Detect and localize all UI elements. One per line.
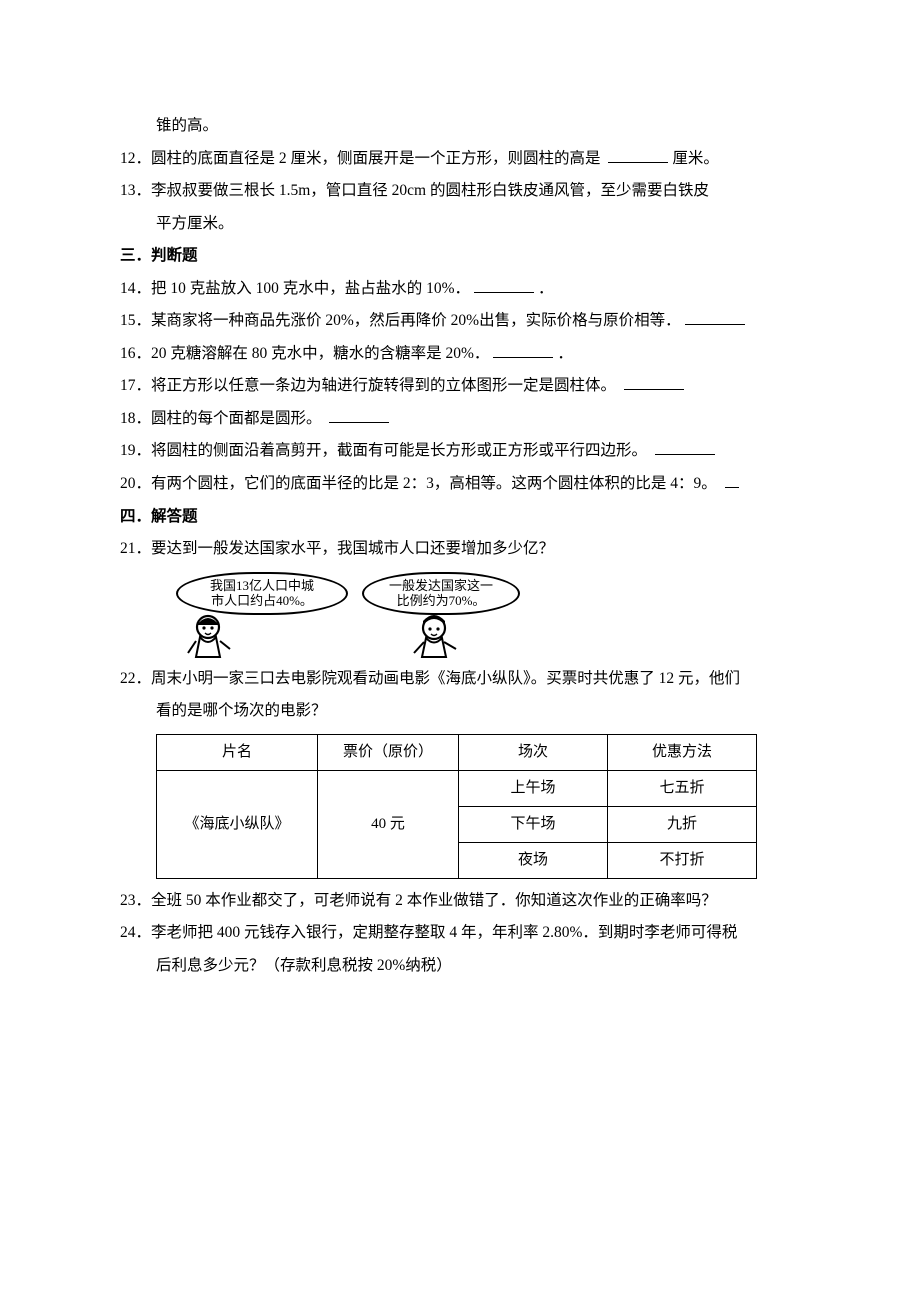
q16-post: ． [557,345,573,362]
q14-line: 14．把 10 克盐放入 100 克水中，盐占盐水的 10%． ． [120,273,800,306]
q21-bubble-row: 我国13亿人口中城 市人口约占40%。 一般发达国家这一 比例约为70%。 [176,572,800,615]
q20-blank[interactable] [725,470,739,488]
td-price: 40 元 [318,770,459,878]
q14-blank[interactable] [474,275,534,293]
td-session-1: 下午场 [459,806,608,842]
q20-pre: 20．有两个圆柱，它们的底面半径的比是 2：3，高相等。这两个圆柱体积的比是 4… [120,475,721,492]
th-session: 场次 [459,734,608,770]
q18-pre: 18．圆柱的每个面都是圆形。 [120,410,325,427]
speech-bubble-left: 我国13亿人口中城 市人口约占40%。 [176,572,348,615]
q24-line1: 24．李老师把 400 元钱存入银行，定期整存整取 4 年，年利率 2.80%．… [120,917,800,950]
speech-bubble-right: 一般发达国家这一 比例约为70%。 [362,572,520,615]
q13-line1: 13．李叔叔要做三根长 1.5m，管口直径 20cm 的圆柱形白铁皮通风管，至少… [120,175,800,208]
bubble1-line2: 市人口约占40%。 [211,593,313,608]
bubble2-line1: 一般发达国家这一 [389,578,493,593]
table-header-row: 片名 票价（原价） 场次 优惠方法 [157,734,757,770]
q12-pre: 12．圆柱的底面直径是 2 厘米，侧面展开是一个正方形，则圆柱的高是 [120,150,604,167]
bubble2-line2: 比例约为70%。 [397,593,486,608]
q19-pre: 19．将圆柱的侧面沿着高剪开，截面有可能是长方形或正方形或平行四边形。 [120,442,651,459]
q15-pre: 15．某商家将一种商品先涨价 20%，然后再降价 20%出售，实际价格与原价相等… [120,312,681,329]
q22-line2: 看的是哪个场次的电影？ [120,695,800,728]
q16-line: 16．20 克糖溶解在 80 克水中，糖水的含糖率是 20%． ． [120,338,800,371]
q18-line: 18．圆柱的每个面都是圆形。 [120,403,800,436]
worksheet-page: 锥的高。 12．圆柱的底面直径是 2 厘米，侧面展开是一个正方形，则圆柱的高是 … [0,0,920,1302]
q20-line: 20．有两个圆柱，它们的底面半径的比是 2：3，高相等。这两个圆柱体积的比是 4… [120,468,800,501]
th-name: 片名 [157,734,318,770]
q23-line: 23．全班 50 本作业都交了，可老师说有 2 本作业做错了．你知道这次作业的正… [120,885,800,918]
q19-blank[interactable] [655,437,715,455]
section-3-heading: 三．判断题 [120,240,800,273]
td-movie-name: 《海底小纵队》 [157,770,318,878]
q12-blank[interactable] [608,145,668,163]
q18-blank[interactable] [329,405,389,423]
q11-continuation: 锥的高。 [120,110,800,143]
q14-pre: 14．把 10 克盐放入 100 克水中，盐占盐水的 10%． [120,280,470,297]
q12-post: 厘米。 [672,150,719,167]
q15-blank[interactable] [685,307,745,325]
q17-pre: 17．将正方形以任意一条边为轴进行旋转得到的立体图形一定是圆柱体。 [120,377,620,394]
th-discount: 优惠方法 [608,734,757,770]
q14-post: ． [538,280,554,297]
kid-left-icon [186,613,246,659]
q16-pre: 16．20 克糖溶解在 80 克水中，糖水的含糖率是 20%． [120,345,489,362]
q12-line: 12．圆柱的底面直径是 2 厘米，侧面展开是一个正方形，则圆柱的高是 厘米。 [120,143,800,176]
td-session-2: 夜场 [459,842,608,878]
section-4-heading: 四．解答题 [120,501,800,534]
q21-kids-row [176,613,800,659]
kid-right-icon [404,613,464,659]
table-row: 《海底小纵队》 40 元 上午场 七五折 [157,770,757,806]
movie-table: 片名 票价（原价） 场次 优惠方法 《海底小纵队》 40 元 上午场 七五折 下… [156,734,757,879]
q21-text: 21．要达到一般发达国家水平，我国城市人口还要增加多少亿？ [120,533,800,566]
td-discount-2: 不打折 [608,842,757,878]
td-discount-1: 九折 [608,806,757,842]
th-price: 票价（原价） [318,734,459,770]
q24-line2: 后利息多少元？（存款利息税按 20%纳税） [120,950,800,983]
q21-figure: 我国13亿人口中城 市人口约占40%。 一般发达国家这一 比例约为70%。 [120,572,800,659]
q19-line: 19．将圆柱的侧面沿着高剪开，截面有可能是长方形或正方形或平行四边形。 [120,435,800,468]
q16-blank[interactable] [493,340,553,358]
q17-blank[interactable] [624,372,684,390]
q15-line: 15．某商家将一种商品先涨价 20%，然后再降价 20%出售，实际价格与原价相等… [120,305,800,338]
td-discount-0: 七五折 [608,770,757,806]
td-session-0: 上午场 [459,770,608,806]
q22-line1: 22．周末小明一家三口去电影院观看动画电影《海底小纵队》。买票时共优惠了 12 … [120,663,800,696]
bubble1-line1: 我国13亿人口中城 [210,578,314,593]
q17-line: 17．将正方形以任意一条边为轴进行旋转得到的立体图形一定是圆柱体。 [120,370,800,403]
q13-line2: 平方厘米。 [120,208,800,241]
